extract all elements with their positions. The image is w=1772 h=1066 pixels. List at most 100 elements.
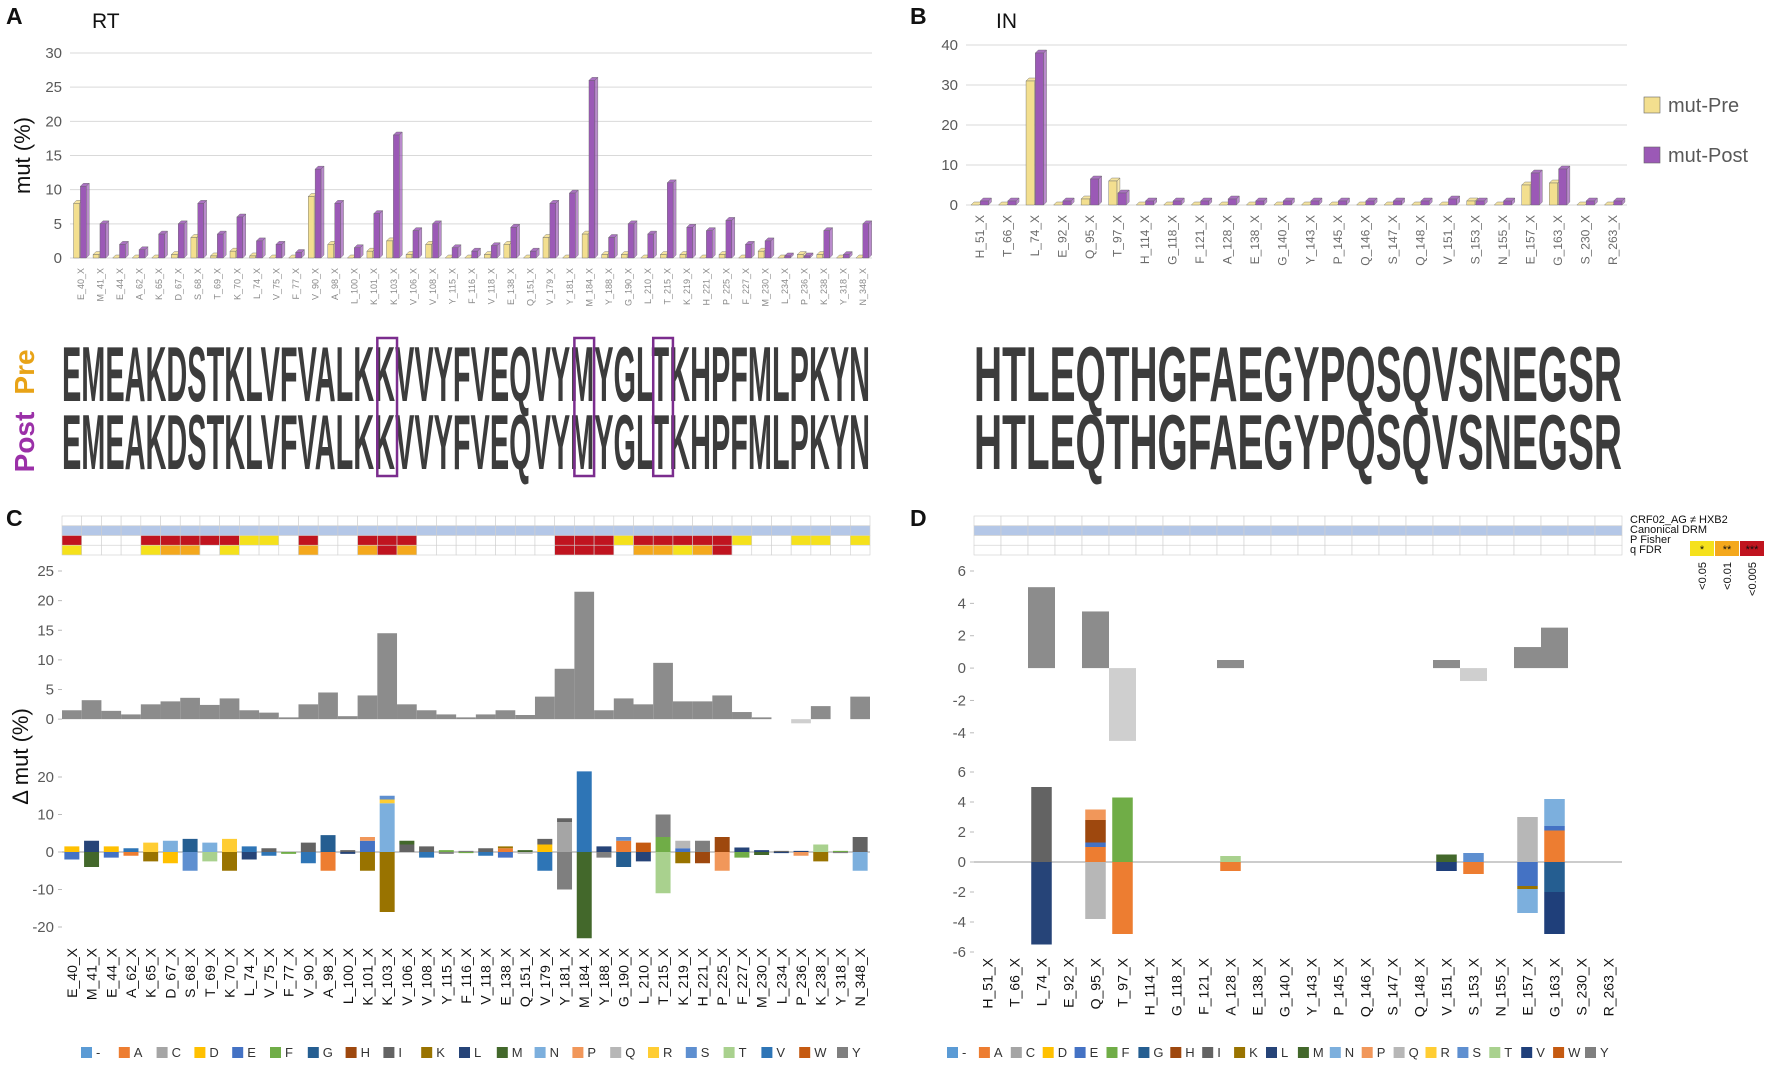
heatmap-cell — [396, 525, 418, 536]
bar — [1448, 198, 1457, 206]
bar — [1062, 200, 1072, 206]
bar — [138, 249, 146, 259]
bar — [1530, 172, 1540, 206]
x-tick-label: F_121_X — [1193, 215, 1207, 264]
stack-segment — [1517, 817, 1538, 862]
heatmap-cell — [219, 515, 240, 527]
legend-label: A — [994, 1045, 1003, 1060]
heatmap-cell — [973, 515, 1002, 527]
significance-symbol: ** — [1723, 544, 1732, 556]
bar — [757, 250, 765, 259]
heatmap-cell — [1378, 544, 1407, 556]
legend-label: R — [663, 1045, 672, 1060]
heatmap-cell — [160, 535, 181, 546]
heatmap-cell — [1432, 535, 1461, 546]
panel-letter: B — [910, 3, 927, 29]
bar-side — [829, 227, 833, 259]
x-tick-label: K_65_X — [154, 268, 164, 300]
heatmap-cell — [751, 525, 772, 536]
x-tick-label: D_67_X — [174, 268, 184, 301]
legend-swatch — [1643, 146, 1661, 164]
stack-segment — [143, 842, 159, 852]
heatmap-cell — [692, 535, 713, 546]
x-tick-label: P_225_X — [714, 947, 730, 1005]
legend-swatch — [1643, 96, 1661, 114]
heatmap-cell — [337, 544, 358, 556]
heatmap-cell — [652, 525, 674, 536]
stack-segment — [852, 852, 868, 871]
legend-label: Y — [1600, 1045, 1609, 1060]
heatmap-cell — [475, 544, 496, 556]
panel-letter: D — [910, 505, 927, 531]
x-tick-label: E_157_X — [1524, 215, 1538, 264]
stack-segment — [340, 852, 356, 854]
x-tick-label: V_118_X — [487, 268, 497, 304]
y-tick-label: 30 — [941, 77, 958, 94]
y-tick-label: 2 — [958, 628, 966, 645]
heatmap-cell — [1540, 535, 1569, 546]
bar — [1365, 200, 1375, 206]
y-tick-label: 2 — [958, 824, 966, 841]
legend-label: E — [247, 1045, 256, 1060]
delta-bar — [633, 704, 654, 720]
bar — [119, 244, 126, 259]
legend-swatch — [610, 1047, 622, 1058]
legend-label: P — [587, 1045, 596, 1060]
bar — [393, 134, 400, 259]
stack-segment — [1031, 862, 1052, 945]
heatmap-cell — [1270, 525, 1299, 536]
heatmap-cell — [692, 525, 713, 536]
significance-threshold: <0.005 — [1747, 562, 1759, 596]
heatmap-cell — [830, 544, 851, 556]
y-tick-label: 0 — [958, 854, 966, 871]
heatmap-cell — [574, 525, 595, 536]
stack-segment — [458, 852, 474, 854]
bar — [1475, 200, 1485, 206]
heatmap-cell — [495, 535, 516, 546]
sequence-logo: HTLEQTHGFAEGYPQSQVSNEGSR — [974, 398, 1622, 486]
bar-side — [222, 230, 227, 259]
delta-bar — [554, 668, 575, 720]
x-tick-label: S_147_X — [1386, 215, 1400, 264]
heatmap-cell — [1432, 515, 1461, 527]
y-tick-label: 6 — [958, 764, 966, 781]
bar-side — [633, 220, 638, 259]
heatmap-cell — [554, 515, 575, 527]
stack-segment — [84, 840, 100, 852]
y-tick-label: -2 — [953, 692, 966, 709]
heatmap-cell — [1486, 515, 1515, 527]
heatmap-cell — [101, 544, 122, 556]
delta-bar — [397, 704, 417, 720]
heatmap-cell — [830, 525, 851, 536]
bar-side — [1539, 169, 1543, 206]
stack-segment — [1085, 847, 1106, 862]
x-tick-label: V_179_X — [537, 947, 553, 1005]
legend-swatch — [761, 1047, 773, 1058]
legend-swatch — [1329, 1047, 1341, 1058]
bar — [686, 227, 693, 259]
bar — [1549, 182, 1558, 206]
bar — [1080, 198, 1090, 206]
delta-bar — [62, 710, 82, 720]
stack-segment — [616, 852, 632, 867]
y-tick-label: -20 — [32, 919, 54, 936]
bar — [601, 254, 608, 259]
legend-swatch — [1266, 1047, 1277, 1058]
legend-swatch — [421, 1047, 433, 1058]
legend-label: V — [776, 1045, 785, 1060]
legend-label: Y — [852, 1045, 861, 1060]
heatmap-cell — [140, 544, 161, 556]
heatmap-cell — [554, 525, 575, 536]
heatmap-cell — [1540, 525, 1569, 536]
heatmap-cell — [1162, 535, 1191, 546]
x-tick-label: Y_181_X — [565, 268, 575, 305]
bar — [1310, 200, 1320, 206]
stack-segment — [202, 852, 218, 862]
heatmap-cell — [120, 525, 142, 536]
stack-segment — [773, 852, 789, 854]
heatmap-cell — [317, 535, 339, 546]
x-tick-label: S_153_X — [1466, 957, 1482, 1015]
x-tick-label: G_140_X — [1277, 957, 1293, 1017]
heatmap-cell — [554, 544, 575, 556]
heatmap-cell — [475, 535, 496, 546]
